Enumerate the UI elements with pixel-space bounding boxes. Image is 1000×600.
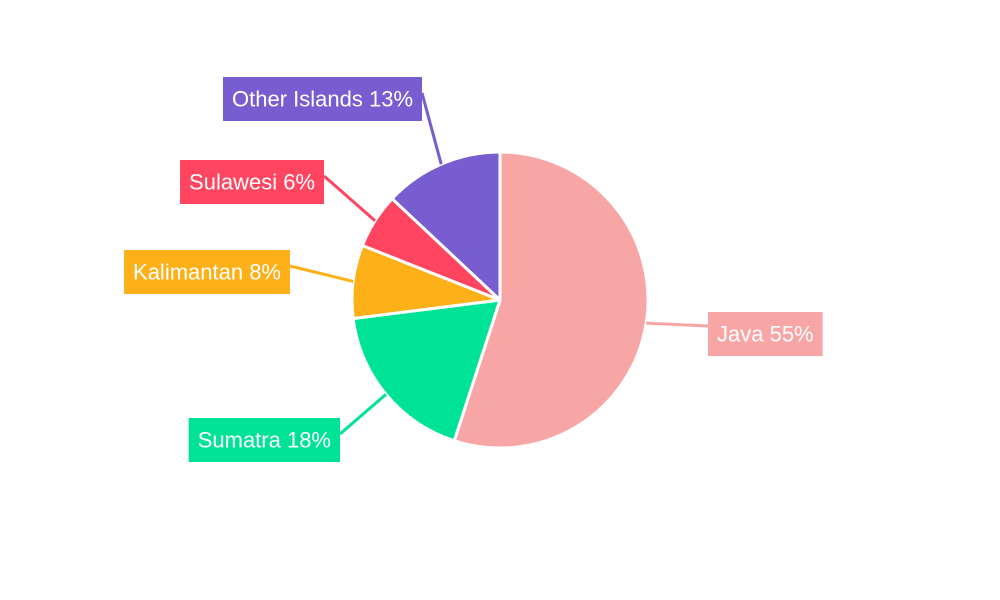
- leader-line-sumatra: [339, 393, 387, 436]
- slice-label-sumatra: Sumatra 18%: [188, 418, 340, 462]
- slice-label-box: [708, 312, 823, 356]
- leader-line-sulawesi: [323, 174, 377, 222]
- leader-line-other-islands: [420, 92, 443, 165]
- slice-label-kalimantan: Kalimantan 8%: [124, 250, 290, 294]
- slice-label-text: Java 55%: [717, 322, 814, 347]
- slice-label-text: Sulawesi 6%: [189, 170, 315, 195]
- pie-slice-sumatra[interactable]: [351, 298, 502, 443]
- pie-slice-java[interactable]: [452, 150, 650, 450]
- slice-label-text: Kalimantan 8%: [133, 260, 281, 285]
- slice-label-sulawesi: Sulawesi 6%: [180, 160, 324, 204]
- slice-label-box: [188, 418, 340, 462]
- slice-label-java: Java 55%: [708, 312, 823, 356]
- pie-slice-other-islands[interactable]: [390, 150, 502, 302]
- pie-slices: [350, 150, 650, 450]
- slice-label-box: [124, 250, 290, 294]
- slice-label-other-islands: Other Islands 13%: [223, 77, 422, 121]
- leader-line-kalimantan: [289, 264, 354, 283]
- label-leader-lines: [289, 92, 709, 436]
- slice-label-text: Other Islands 13%: [232, 87, 413, 112]
- slice-label-box: [223, 77, 422, 121]
- slice-label-text: Sumatra 18%: [198, 428, 331, 453]
- leader-line-java: [646, 321, 709, 328]
- slice-labels: Java 55% Sumatra 18% Kalimantan 8% Sulawesi…: [124, 77, 823, 462]
- slice-label-box: [180, 160, 324, 204]
